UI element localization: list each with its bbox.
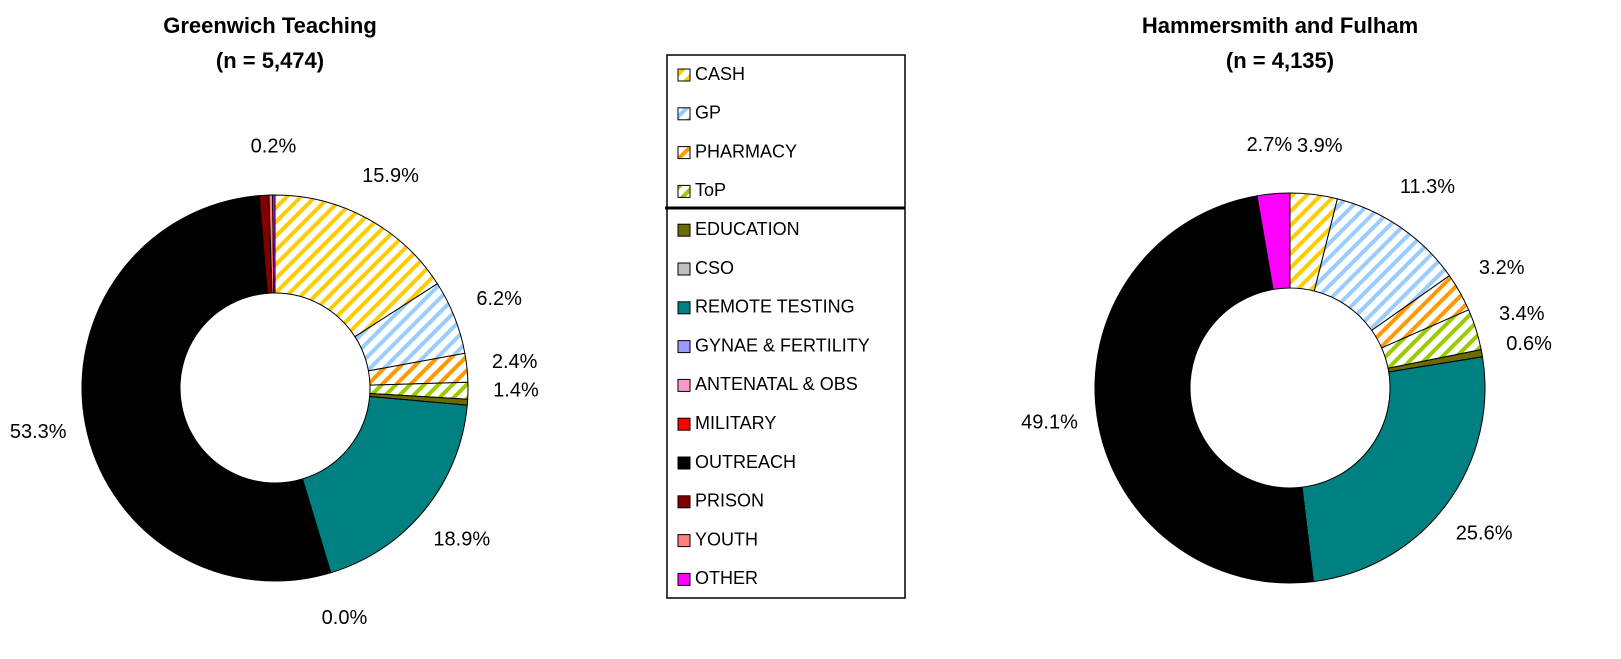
- slice: [274, 194, 439, 338]
- legend-box: [666, 54, 906, 599]
- data-label: 6.2%: [476, 288, 522, 310]
- legend-label: EDUCATION: [695, 219, 800, 239]
- legend-swatch: [677, 572, 691, 586]
- legend-label: OTHER: [695, 568, 758, 588]
- slice: [1094, 195, 1314, 584]
- data-label: 2.7%: [1247, 134, 1293, 156]
- slice: [301, 395, 468, 574]
- chart-subtitle: (n = 4,135): [1226, 48, 1334, 73]
- data-label: 15.9%: [362, 165, 419, 187]
- data-label: 3.9%: [1297, 135, 1343, 157]
- data-label: 1.4%: [493, 380, 539, 402]
- slice: [81, 195, 332, 582]
- legend-label: GYNAE & FERTILITY: [695, 335, 870, 355]
- legend-swatch: [677, 107, 691, 121]
- slice: [1301, 356, 1486, 583]
- legend-label: MILITARY: [695, 413, 776, 433]
- legend-label: ToP: [695, 180, 726, 200]
- legend-swatch: [677, 340, 691, 354]
- legend-swatch: [677, 534, 691, 548]
- legend-swatch: [677, 456, 691, 470]
- legend-label: CASH: [695, 64, 745, 84]
- data-label: 3.2%: [1479, 257, 1525, 279]
- legend-label: CSO: [695, 258, 734, 278]
- legend-swatch: [677, 378, 691, 392]
- legend-swatch: [677, 68, 691, 82]
- legend-label: PHARMACY: [695, 141, 797, 161]
- legend-swatch: [677, 184, 691, 198]
- data-label: 3.4%: [1499, 303, 1545, 325]
- legend-swatch: [677, 301, 691, 315]
- chart-title: Greenwich Teaching: [163, 13, 377, 38]
- legend-label: GP: [695, 103, 721, 123]
- legend-label: OUTREACH: [695, 452, 796, 472]
- legend-label: YOUTH: [695, 529, 758, 549]
- chart-title: Hammersmith and Fulham: [1142, 13, 1418, 38]
- data-label: 0.2%: [251, 135, 297, 157]
- data-label: 2.4%: [492, 351, 538, 373]
- data-label: 49.1%: [1021, 411, 1078, 433]
- legend-swatch: [677, 417, 691, 431]
- data-label: 0.0%: [322, 607, 368, 629]
- data-label: 0.6%: [1506, 333, 1552, 355]
- slice: [1256, 192, 1291, 291]
- legend-label: ANTENATAL & OBS: [695, 374, 858, 394]
- data-label: 53.3%: [10, 421, 67, 443]
- data-label: 11.3%: [1400, 176, 1455, 198]
- data-label: 18.9%: [433, 529, 490, 551]
- data-label: 25.6%: [1456, 522, 1513, 544]
- chart-subtitle: (n = 5,474): [216, 48, 324, 73]
- legend-swatch: [677, 223, 691, 237]
- legend-swatch: [677, 146, 691, 160]
- legend-swatch: [677, 262, 691, 276]
- slice: [272, 194, 276, 294]
- legend-label: PRISON: [695, 491, 764, 511]
- legend-swatch: [677, 495, 691, 509]
- legend-label: REMOTE TESTING: [695, 297, 855, 317]
